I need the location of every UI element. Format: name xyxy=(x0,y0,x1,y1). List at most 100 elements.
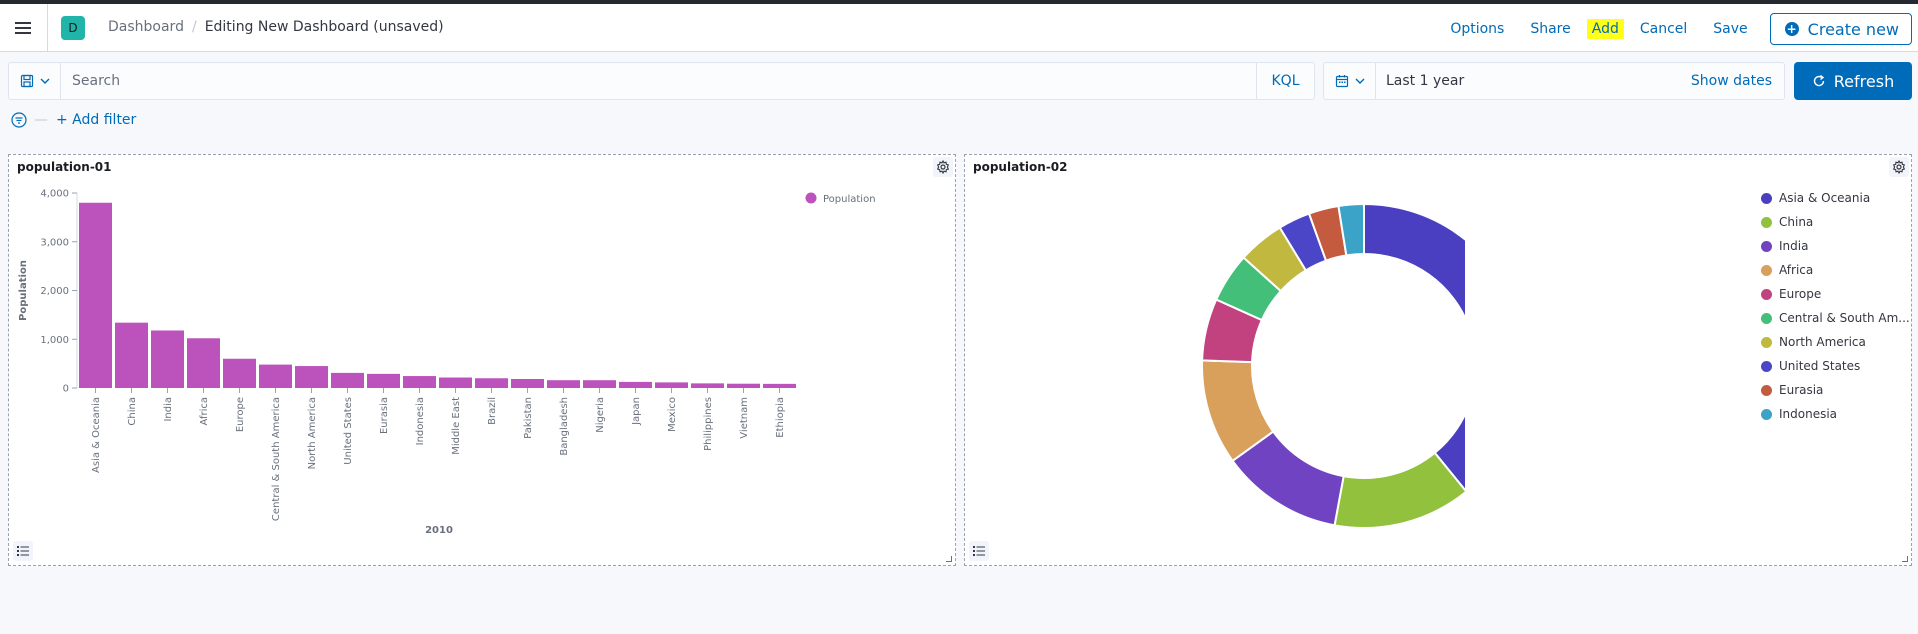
header-actions: Options Share Add Cancel Save + Create n… xyxy=(1434,13,1912,45)
legend-item[interactable]: Eurasia xyxy=(1761,383,1823,397)
bar[interactable] xyxy=(79,202,112,388)
bar[interactable] xyxy=(727,383,760,388)
x-tick-label: North America xyxy=(307,397,318,469)
donut-chart xyxy=(1201,202,1465,529)
bar[interactable] xyxy=(583,380,616,388)
date-picker: Last 1 year Show dates xyxy=(1323,62,1785,100)
top-strip xyxy=(0,0,1918,4)
legend-label: Central & South Am... xyxy=(1779,311,1910,325)
bar[interactable] xyxy=(151,330,184,388)
save-button[interactable]: Save xyxy=(1713,21,1748,37)
x-tick-label: Africa xyxy=(199,397,210,426)
search-input[interactable] xyxy=(62,63,1254,99)
quick-select-button[interactable] xyxy=(1324,63,1376,99)
x-tick-label: China xyxy=(127,397,138,426)
refresh-button[interactable]: Refresh xyxy=(1794,62,1912,100)
y-tick-label: 2,000 xyxy=(40,286,69,297)
filter-icon xyxy=(11,112,27,128)
bar[interactable] xyxy=(331,372,364,388)
create-new-button[interactable]: + Create new xyxy=(1769,13,1912,45)
filter-bar: — + Add filter xyxy=(10,111,136,129)
saved-query-button[interactable] xyxy=(9,63,61,99)
bar[interactable] xyxy=(547,380,580,388)
x-tick-label: Middle East xyxy=(451,397,462,455)
x-tick-label: Eurasia xyxy=(379,397,390,434)
legend-item[interactable]: Africa xyxy=(1761,263,1813,277)
add-button[interactable]: Add xyxy=(1586,19,1624,39)
bar[interactable] xyxy=(439,377,472,388)
refresh-icon xyxy=(1813,74,1824,87)
gear-icon xyxy=(936,160,950,174)
bar[interactable] xyxy=(295,366,328,388)
chevron-down-icon xyxy=(1355,78,1364,84)
legend-swatch xyxy=(1761,360,1772,372)
kql-toggle[interactable]: KQL xyxy=(1256,63,1314,99)
date-range-text[interactable]: Last 1 year xyxy=(1386,73,1465,89)
legend-toggle-button[interactable] xyxy=(969,541,989,561)
x-tick-label: Central & South America xyxy=(271,397,282,521)
panel-title: population-01 xyxy=(17,160,112,174)
x-tick-label: Europe xyxy=(235,397,246,432)
x-tick-label: Mexico xyxy=(667,397,678,432)
legend-item[interactable]: India xyxy=(1761,239,1808,253)
bar[interactable] xyxy=(115,322,148,388)
legend-label: Population xyxy=(823,194,876,205)
bar[interactable] xyxy=(511,378,544,388)
menu-button[interactable] xyxy=(9,14,37,42)
legend-label: China xyxy=(1779,215,1814,229)
list-icon xyxy=(17,546,29,556)
bar[interactable] xyxy=(763,383,796,388)
legend-swatch xyxy=(1761,312,1772,324)
breadcrumb-dashboard[interactable]: Dashboard xyxy=(108,19,184,35)
legend-item[interactable]: China xyxy=(1761,215,1813,229)
donut-slice[interactable] xyxy=(1363,202,1465,492)
legend-item[interactable]: North America xyxy=(1761,335,1866,349)
breadcrumb-separator: / xyxy=(191,19,197,35)
header-divider xyxy=(47,4,48,52)
x-tick-label: Pakistan xyxy=(523,397,534,439)
legend-item[interactable]: Europe xyxy=(1761,287,1821,301)
donut-slice[interactable] xyxy=(1337,202,1365,257)
filter-menu-button[interactable] xyxy=(10,111,28,129)
legend-item[interactable]: Asia & Oceania xyxy=(1761,191,1870,205)
x-tick-label: India xyxy=(163,397,174,422)
bar[interactable] xyxy=(187,338,220,388)
bar[interactable] xyxy=(619,381,652,388)
y-tick-label: 0 xyxy=(63,384,69,395)
chevron-down-icon xyxy=(40,78,49,84)
legend-item[interactable]: United States xyxy=(1761,359,1860,373)
x-tick-label: Indonesia xyxy=(415,397,426,445)
panel-options-button[interactable] xyxy=(1889,157,1909,177)
resize-handle[interactable] xyxy=(1902,556,1908,562)
add-filter-button[interactable]: + Add filter xyxy=(56,112,137,128)
legend-item[interactable]: Central & South Am... xyxy=(1761,311,1910,325)
share-button[interactable]: Share xyxy=(1530,21,1571,37)
bar-legend-item[interactable]: Population xyxy=(805,192,876,206)
bar[interactable] xyxy=(475,378,508,388)
bar[interactable] xyxy=(691,383,724,388)
bar[interactable] xyxy=(655,382,688,388)
header-bar: D Dashboard / Editing New Dashboard (uns… xyxy=(0,4,1918,52)
bar[interactable] xyxy=(403,376,436,388)
y-axis-title: Population xyxy=(18,260,29,321)
cancel-button[interactable]: Cancel xyxy=(1639,21,1688,37)
legend-swatch xyxy=(1761,336,1772,348)
plus-circle-icon: + xyxy=(1784,22,1799,36)
show-dates-link[interactable]: Show dates xyxy=(1690,73,1772,89)
breadcrumb-current: Editing New Dashboard (unsaved) xyxy=(204,19,444,35)
resize-handle[interactable] xyxy=(946,556,952,562)
legend-swatch xyxy=(805,192,817,204)
panel-options-button[interactable] xyxy=(933,157,953,177)
legend-swatch xyxy=(1761,264,1772,276)
legend-item[interactable]: Indonesia xyxy=(1761,407,1837,421)
options-button[interactable]: Options xyxy=(1450,21,1505,37)
save-icon xyxy=(20,74,33,88)
panel-population-01: population-01 0 1,000 2,000 3,000 4,000 Popul… xyxy=(8,154,956,566)
bar[interactable] xyxy=(367,373,400,388)
legend-toggle-button[interactable] xyxy=(13,541,33,561)
bar[interactable] xyxy=(223,358,256,388)
space-avatar[interactable]: D xyxy=(61,16,85,40)
list-icon xyxy=(973,546,985,556)
y-tick-label: 4,000 xyxy=(40,189,69,200)
bar[interactable] xyxy=(259,364,292,388)
